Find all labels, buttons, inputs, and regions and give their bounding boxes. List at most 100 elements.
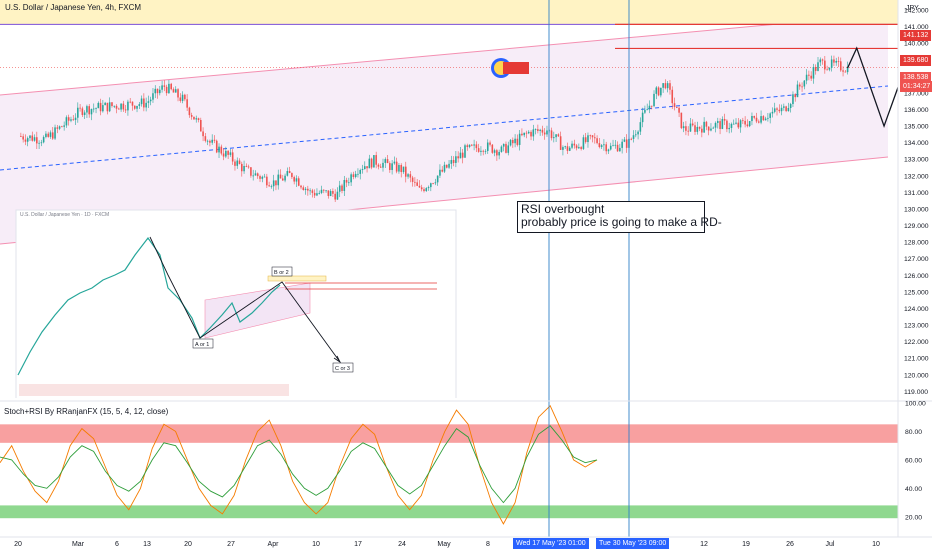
- time-tick-label: 20: [14, 541, 22, 548]
- candle-body: [660, 87, 662, 96]
- candle-body: [559, 136, 562, 150]
- candle-body: [329, 190, 332, 196]
- candle-body: [780, 107, 783, 112]
- candle-body: [279, 174, 282, 179]
- candle-body: [439, 169, 441, 176]
- candle-body: [432, 183, 434, 185]
- candle-body: [302, 187, 305, 191]
- candle-body: [650, 105, 653, 107]
- candle-body: [220, 146, 223, 154]
- candle-body: [625, 139, 628, 148]
- candle-body: [687, 130, 689, 132]
- candle-body: [773, 108, 776, 112]
- candle-body: [238, 160, 241, 164]
- time-tick-label: Apr: [268, 541, 280, 548]
- candle-body: [623, 139, 626, 142]
- candle-body: [739, 120, 742, 128]
- candle-body: [587, 135, 589, 143]
- candle-body: [368, 158, 371, 169]
- candle-body: [266, 176, 268, 186]
- candle-body: [272, 180, 275, 187]
- candle-body: [689, 123, 692, 132]
- price-tick-label: 127.000: [904, 256, 929, 263]
- candle-body: [787, 108, 790, 112]
- candle-body: [436, 175, 439, 183]
- symbol-legend: U.S. Dollar / Japanese Yen, 4h, FXCM: [5, 3, 142, 12]
- sell-logo-banner: [503, 62, 529, 74]
- candle-body: [598, 143, 601, 148]
- candle-body: [195, 118, 198, 120]
- candle-body: [61, 126, 63, 128]
- candle-body: [370, 158, 373, 168]
- candle-body: [320, 189, 323, 193]
- candle-body: [92, 108, 95, 110]
- stoch-tick-label: 40.00: [905, 486, 922, 493]
- candle-body: [527, 131, 530, 134]
- candle-body: [735, 122, 737, 124]
- candle-body: [746, 124, 749, 127]
- candle-body: [416, 182, 418, 186]
- candle-body: [477, 148, 480, 152]
- candle-body: [694, 125, 696, 132]
- candle-body: [211, 139, 213, 143]
- candle-body: [270, 186, 273, 188]
- sell-logo: [491, 58, 529, 78]
- inset-wave-label-2: C or 3: [335, 366, 350, 372]
- candle-body: [411, 177, 414, 182]
- candle-body: [99, 102, 102, 112]
- candle-body: [133, 105, 136, 109]
- candle-body: [621, 141, 623, 148]
- candle-body: [72, 119, 75, 121]
- candle-body: [491, 144, 494, 153]
- candle-body: [206, 140, 209, 142]
- time-tick-label: May: [437, 541, 451, 548]
- time-tick-label: 20: [184, 541, 192, 548]
- candle-body: [243, 165, 245, 172]
- candle-body: [596, 138, 598, 144]
- candle-body: [263, 176, 266, 178]
- price-tick-label: 125.000: [904, 289, 929, 296]
- candle-body: [231, 152, 234, 162]
- candle-body: [186, 99, 188, 108]
- candle-body: [250, 167, 252, 176]
- candle-body: [29, 135, 31, 139]
- candle-body: [632, 135, 635, 139]
- candle-body: [837, 60, 840, 62]
- candle-body: [106, 102, 109, 112]
- candle-body: [252, 175, 254, 177]
- candle-body: [573, 143, 576, 146]
- candle-body: [33, 137, 36, 141]
- candle-body: [49, 132, 52, 137]
- candle-body: [464, 145, 466, 158]
- candle-body: [113, 105, 116, 107]
- candle-body: [723, 118, 726, 121]
- candle-body: [457, 156, 459, 159]
- candle-body: [345, 179, 348, 183]
- candle-body: [762, 116, 765, 121]
- candle-body: [682, 126, 685, 129]
- time-tick-label: 10: [872, 541, 880, 548]
- candle-body: [571, 143, 573, 148]
- candle-body: [562, 147, 564, 150]
- currency-label: JPY: [906, 5, 919, 12]
- candle-body: [281, 178, 284, 181]
- candle-body: [409, 174, 412, 178]
- candle-body: [696, 126, 699, 132]
- candle-body: [685, 126, 687, 131]
- candle-body: [655, 87, 658, 94]
- candle-body: [443, 164, 446, 172]
- candle-body: [466, 145, 469, 147]
- candle-body: [521, 133, 523, 136]
- candle-body: [767, 117, 769, 119]
- candle-body: [200, 120, 202, 132]
- candle-body: [45, 133, 47, 138]
- candle-body: [293, 177, 295, 182]
- candle-body: [609, 145, 612, 150]
- candle-body: [691, 123, 694, 126]
- candle-body: [730, 123, 733, 128]
- candle-body: [102, 105, 104, 112]
- candle-body: [86, 106, 88, 113]
- candle-body: [550, 130, 553, 139]
- candle-body: [568, 147, 571, 151]
